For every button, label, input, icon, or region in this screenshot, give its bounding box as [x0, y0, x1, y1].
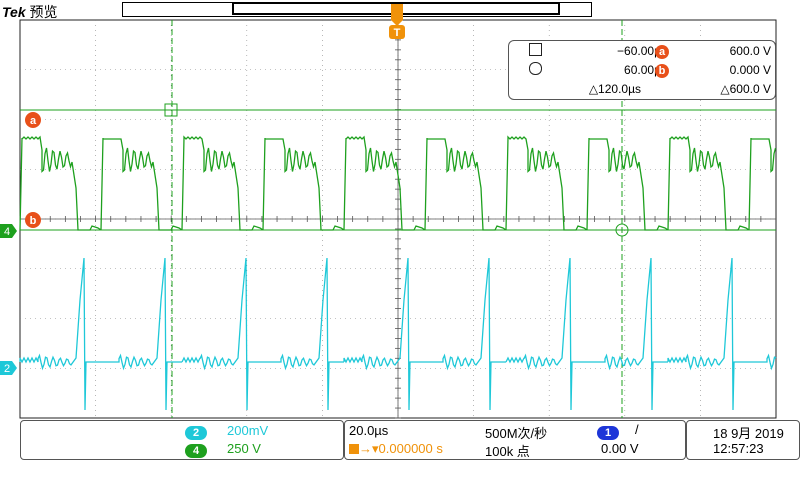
status-bar: 2 200mV 4 250 V 20.0µs →▾0.000000 s 500M… — [20, 420, 800, 460]
trigger-level: 0.00 V — [601, 441, 639, 456]
cursor-b-value: 0.000 V — [729, 63, 771, 77]
channel-4-badge: 4 — [185, 442, 207, 458]
channel-scale-panel[interactable]: 2 200mV 4 250 V — [20, 420, 344, 460]
clock-panel: 18 9月 2019 12:57:23 — [686, 420, 800, 460]
sample-rate: 500M次/秒 — [485, 426, 548, 441]
cursor-a-value: 600.0 V — [729, 44, 771, 58]
horizontal-scale: 20.0µs — [349, 423, 389, 438]
cursor-1-time: −60.00µs — [617, 44, 667, 58]
timebase-panel[interactable]: 20.0µs →▾0.000000 s 500M次/秒 100k 点 1 / 0… — [344, 420, 686, 460]
cursor-b-badge: b — [655, 62, 669, 78]
brand-label: Tek 预览 — [2, 2, 58, 22]
tek-logo-text: Tek — [2, 4, 26, 20]
cursor-readout-panel[interactable]: −60.00µs a 600.0 V 60.00µs b 0.000 V △12… — [508, 40, 776, 100]
trigger-delay-value: 0.000000 s — [378, 441, 443, 456]
channel-4-ground-ref[interactable]: 4 — [0, 224, 17, 238]
trigger-marker-label: T — [394, 27, 401, 39]
channel-4-ref-label: 4 — [4, 226, 10, 238]
circle-cursor-icon — [529, 62, 542, 78]
trigger-source-badge: 1 — [597, 424, 619, 440]
channel-2-scale: 200mV — [227, 423, 269, 438]
channel-2-ground-ref[interactable]: 2 — [0, 361, 17, 375]
square-cursor-icon — [529, 43, 542, 59]
acquisition-mode: 预览 — [29, 4, 58, 20]
delay-arrow-icon: →▾ — [359, 441, 379, 456]
trigger-slope-icon: / — [635, 422, 639, 437]
channel-2-ref-label: 2 — [4, 363, 10, 375]
delta-value: △600.0 V — [720, 82, 771, 96]
top-bar: Tek 预览 — [0, 0, 800, 20]
trigger-delay: →▾0.000000 s — [349, 441, 443, 457]
cursor-b-marker: b — [25, 212, 41, 228]
channel-2-badge: 2 — [185, 424, 207, 440]
record-length: 100k 点 — [485, 444, 530, 459]
cursor-a-marker: a — [25, 112, 41, 128]
cursor-a-marker-label: a — [30, 115, 37, 127]
cursor-1-square-marker[interactable] — [164, 103, 178, 117]
cursor-2-time: 60.00µs — [624, 63, 667, 77]
time-display: 12:57:23 — [713, 441, 764, 456]
channel-4-trace — [19, 135, 777, 231]
cursor-a-badge: a — [655, 43, 669, 59]
trigger-position-marker[interactable]: T — [389, 4, 405, 39]
trigger-delay-icon — [349, 444, 359, 454]
cursor-b-marker-label: b — [30, 215, 37, 227]
date-display: 18 9月 2019 — [713, 426, 784, 441]
cursor-2-circle-marker[interactable] — [615, 223, 629, 237]
delta-time: △120.0µs — [588, 82, 641, 96]
channel-2-trace — [19, 257, 777, 411]
channel-4-scale: 250 V — [227, 441, 261, 456]
